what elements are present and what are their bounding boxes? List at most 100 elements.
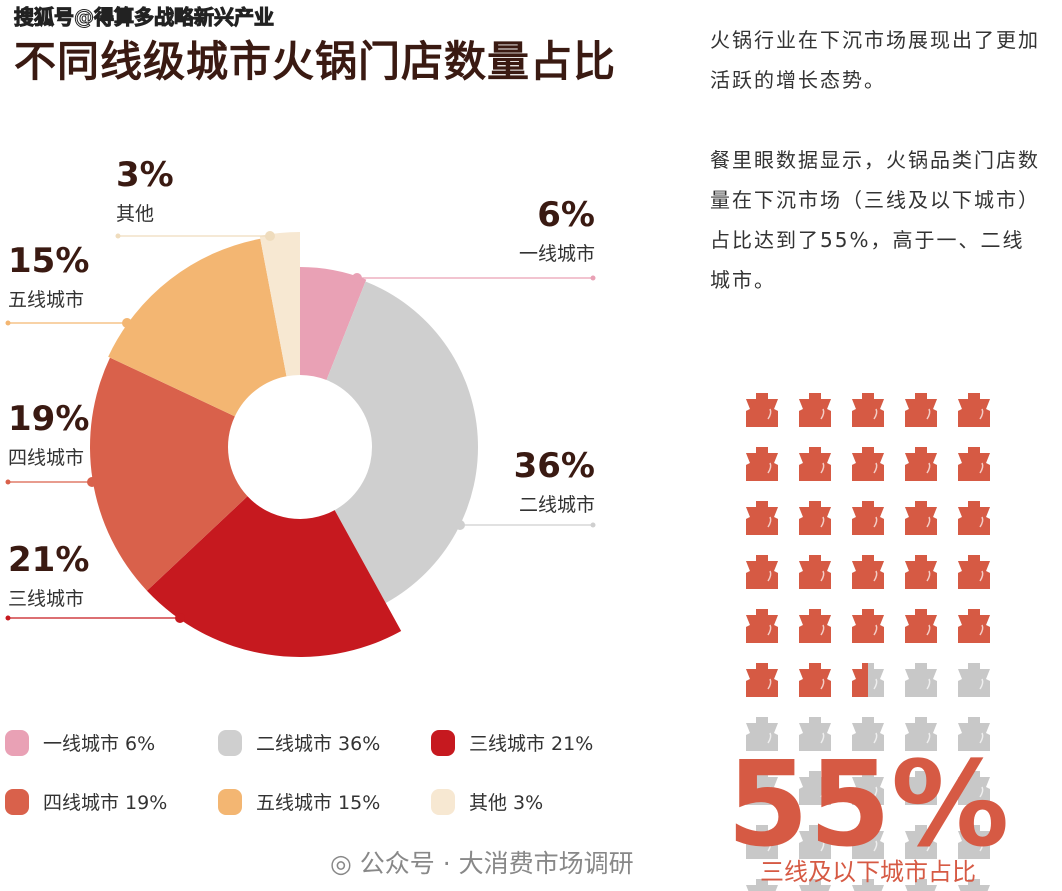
slice-percent-label: 15%: [8, 241, 89, 281]
leader-end-dot: [5, 615, 11, 621]
hotpot-icon: [958, 825, 990, 859]
slice-category-label: 四线城市: [8, 447, 84, 469]
hotpot-icon: [958, 501, 990, 535]
pictogram-value: 55%: [727, 735, 1009, 873]
watermark-top: 搜狐号@得算多战略新兴产业: [14, 5, 275, 30]
donut-slice-5: [259, 232, 300, 377]
donut-slice-1: [326, 281, 479, 603]
legend-item: 五线城市 15%: [218, 788, 380, 815]
slice-percent-label: 3%: [116, 155, 174, 195]
legend-item: 四线城市 19%: [5, 788, 167, 815]
hotpot-icon: [958, 555, 990, 589]
pictogram-caption: 三线及以下城市占比: [760, 858, 976, 886]
hotpot-icon: [905, 663, 937, 697]
description-paragraph-2: 餐里眼数据显示，火锅品类门店数量在下沉市场（三线及以下城市）占比达到了55%，高…: [710, 148, 1040, 292]
leader-end-dot: [115, 233, 121, 239]
hotpot-icon: [958, 717, 990, 751]
hotpot-icon: [852, 717, 884, 751]
hotpot-icon: [958, 879, 990, 891]
hotpot-icon: [958, 393, 990, 427]
hotpot-icon: [905, 555, 937, 589]
leader-dot: [87, 477, 97, 487]
legend-label: 四线城市 19%: [43, 792, 168, 814]
legend-label: 一线城市 6%: [43, 733, 156, 755]
slice-percent-label: 6%: [537, 195, 595, 235]
donut-slice-2: [146, 496, 402, 657]
hotpot-icon: [852, 501, 884, 535]
hotpot-icon: [746, 879, 778, 891]
legend-swatch: [5, 788, 29, 815]
hotpot-icon: [746, 393, 778, 427]
hotpot-icon: [799, 393, 831, 427]
legend-label: 二线城市 36%: [256, 733, 381, 755]
hotpot-icon: [799, 501, 831, 535]
hotpot-icon: [958, 609, 990, 643]
hotpot-icon: [852, 879, 884, 891]
hotpot-icon: [746, 771, 778, 805]
leader-dot: [122, 318, 132, 328]
donut-slice-4: [108, 238, 287, 417]
description-paragraph-1: 火锅行业在下沉市场展现出了更加活跃的增长态势。: [710, 28, 1040, 92]
slice-category-label: 二线城市: [519, 494, 595, 516]
donut-slice-3: [89, 357, 248, 591]
hotpot-icon: [746, 717, 778, 751]
legend-label: 其他 3%: [469, 792, 544, 814]
legend-swatch: [218, 788, 242, 815]
slice-percent-label: 36%: [514, 446, 595, 486]
hotpot-icon: [746, 501, 778, 535]
slice-category-label: 其他: [116, 203, 154, 225]
leader-dot: [265, 231, 275, 241]
hotpot-icon: [958, 447, 990, 481]
hotpot-icon: [746, 663, 778, 697]
hotpot-icon: [852, 447, 884, 481]
hotpot-icon: [852, 393, 884, 427]
watermark-bottom-text: 公众号 · 大消费市场调研: [359, 849, 634, 878]
legend-swatch: [5, 729, 29, 756]
hotpot-icon: [905, 393, 937, 427]
watermark-bottom: ◎ 公众号 · 大消费市场调研: [330, 848, 634, 880]
hotpot-icon: [958, 663, 990, 697]
slice-percent-label: 19%: [8, 399, 89, 439]
leader-dot: [352, 273, 362, 283]
leader-end-dot: [590, 522, 596, 528]
hotpot-icon: [746, 609, 778, 643]
legend-item: 一线城市 6%: [5, 729, 155, 756]
slice-percent-label: 21%: [8, 540, 89, 580]
hotpot-icon: [905, 825, 937, 859]
leader-dot: [455, 520, 465, 530]
hotpot-icon: [799, 879, 831, 891]
wechat-icon: ◎: [330, 849, 352, 878]
hotpot-icon: [799, 663, 831, 697]
hotpot-icon: [905, 717, 937, 751]
hotpot-icon: [852, 663, 884, 697]
slice-category-label: 三线城市: [8, 588, 84, 610]
hotpot-icon: [799, 609, 831, 643]
hotpot-icon: [746, 555, 778, 589]
legend-swatch: [431, 729, 455, 756]
hotpot-icon: [852, 555, 884, 589]
hotpot-icon: [905, 609, 937, 643]
slice-category-label: 一线城市: [519, 243, 595, 265]
legend-label: 五线城市 15%: [256, 792, 381, 814]
hotpot-icon: [958, 771, 990, 805]
hotpot-icon: [746, 447, 778, 481]
legend-item: 二线城市 36%: [218, 729, 380, 756]
hotpot-icon: [799, 717, 831, 751]
hotpot-icon: [852, 771, 884, 805]
legend-swatch: [431, 788, 455, 815]
slice-category-label: 五线城市: [8, 289, 84, 311]
legend-swatch: [218, 729, 242, 756]
hotpot-icon: [799, 555, 831, 589]
hotpot-icon: [852, 609, 884, 643]
hotpot-icon: [799, 447, 831, 481]
hotpot-icon: [799, 825, 831, 859]
leader-dot: [175, 613, 185, 623]
leader-end-dot: [590, 275, 596, 281]
legend-label: 三线城市 21%: [469, 733, 594, 755]
legend-item: 其他 3%: [431, 788, 543, 815]
donut-slice-0: [300, 267, 367, 381]
leader-end-dot: [5, 320, 11, 326]
hotpot-icon: [905, 501, 937, 535]
